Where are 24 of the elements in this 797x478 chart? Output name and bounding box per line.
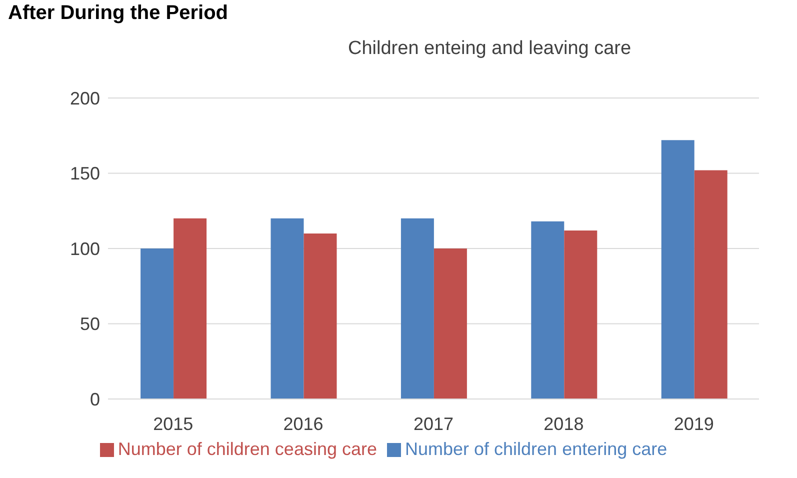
x-tick-label: 2017 — [413, 414, 454, 434]
bar — [661, 140, 694, 399]
y-tick-label: 100 — [70, 238, 100, 259]
x-tick-label: 2018 — [544, 414, 584, 434]
y-tick-label: 50 — [80, 314, 100, 334]
y-tick-label: 200 — [70, 88, 100, 108]
legend-label: Number of children ceasing care — [118, 439, 377, 459]
bar — [694, 170, 728, 399]
bar — [304, 233, 337, 399]
x-tick-label: 2019 — [674, 414, 714, 434]
x-tick-label: 2015 — [153, 414, 194, 434]
bar — [140, 248, 174, 399]
bar — [531, 221, 564, 399]
y-tick-label: 150 — [70, 164, 100, 184]
legend-label: Number of children entering care — [405, 439, 668, 459]
bar — [270, 218, 304, 399]
bar — [564, 230, 598, 399]
y-tick-label: 0 — [90, 389, 100, 410]
x-tick-label: 2016 — [283, 414, 324, 434]
text: After During the Period — [8, 2, 228, 25]
chart-title: Children enteing and leaving care — [348, 38, 632, 60]
bar — [174, 218, 207, 399]
bar — [400, 218, 434, 399]
bar — [434, 248, 467, 399]
